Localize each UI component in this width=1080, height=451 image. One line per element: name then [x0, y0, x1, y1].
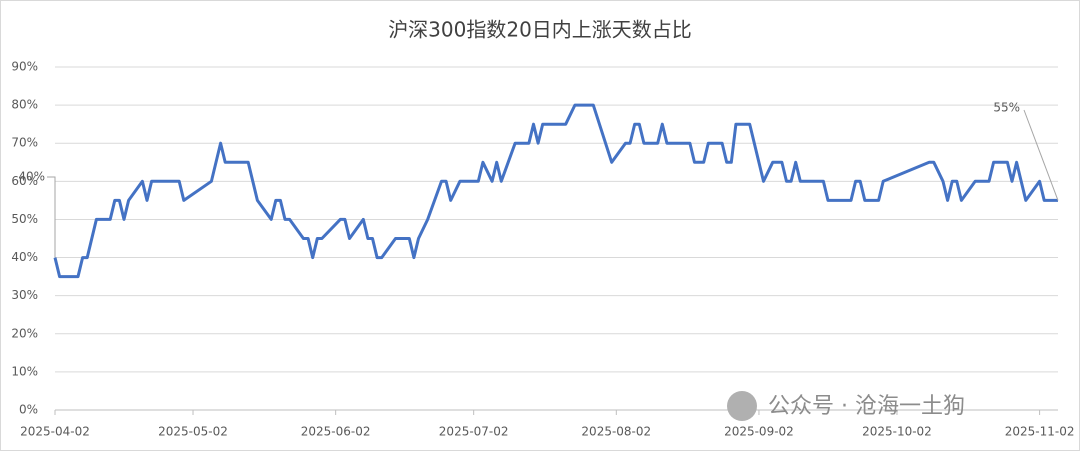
y-tick-label: 20% [11, 326, 38, 340]
leader-line [1023, 109, 1059, 201]
y-tick-label: 60% [11, 174, 38, 188]
data-line [53, 103, 1058, 279]
watermark: 公众号 · 沧海一土狗 [768, 394, 965, 419]
y-tick-label: 40% [11, 250, 38, 264]
x-tick-label: 2025-09-02 [724, 425, 794, 439]
x-tick-label: 2025-07-02 [439, 425, 509, 439]
y-tick-label: 70% [11, 136, 38, 150]
x-tick-label: 2025-06-02 [301, 425, 371, 439]
y-tick-label: 90% [11, 60, 38, 74]
x-tick-label: 2025-10-02 [862, 425, 932, 439]
y-tick-label: 30% [11, 288, 38, 302]
y-tick-label: 10% [11, 364, 38, 378]
chart-title: 沪深300指数20日内上涨天数占比 [388, 18, 692, 42]
y-tick-label: 0% [19, 403, 38, 417]
data-label: 55% [993, 101, 1020, 115]
data-label: 40% [18, 170, 45, 184]
x-tick-label: 2025-05-02 [158, 425, 228, 439]
x-tick-label: 2025-04-02 [20, 425, 90, 439]
x-tick-label: 2025-08-02 [581, 425, 651, 439]
y-tick-label: 50% [11, 212, 38, 226]
watermark-icon [727, 391, 757, 421]
x-tick-label: 2025-11-02 [1005, 425, 1075, 439]
leader-line [47, 176, 56, 258]
y-tick-label: 80% [11, 98, 38, 112]
